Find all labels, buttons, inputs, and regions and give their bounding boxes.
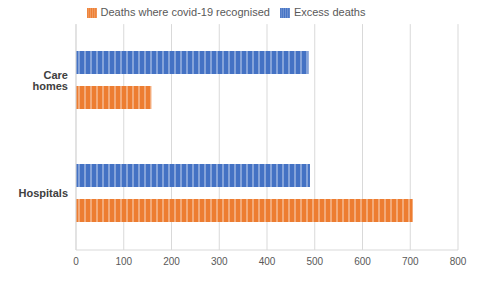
svg-text:400: 400 <box>259 256 276 267</box>
svg-text:700: 700 <box>402 256 419 267</box>
svg-text:0: 0 <box>73 256 79 267</box>
svg-text:600: 600 <box>354 256 371 267</box>
svg-text:800: 800 <box>450 256 467 267</box>
svg-text:Hospitals: Hospitals <box>18 187 68 199</box>
svg-text:100: 100 <box>115 256 132 267</box>
html-text:Deaths where covid-19 recognis: Deaths where covid-19 recognised <box>100 6 270 18</box>
svg-text:Carehomes: Carehomes <box>33 69 68 92</box>
svg-text:300: 300 <box>211 256 228 267</box>
svg-text:500: 500 <box>306 256 323 267</box>
html-text:Excess deaths: Excess deaths <box>293 6 366 18</box>
svg-text:200: 200 <box>163 256 180 267</box>
